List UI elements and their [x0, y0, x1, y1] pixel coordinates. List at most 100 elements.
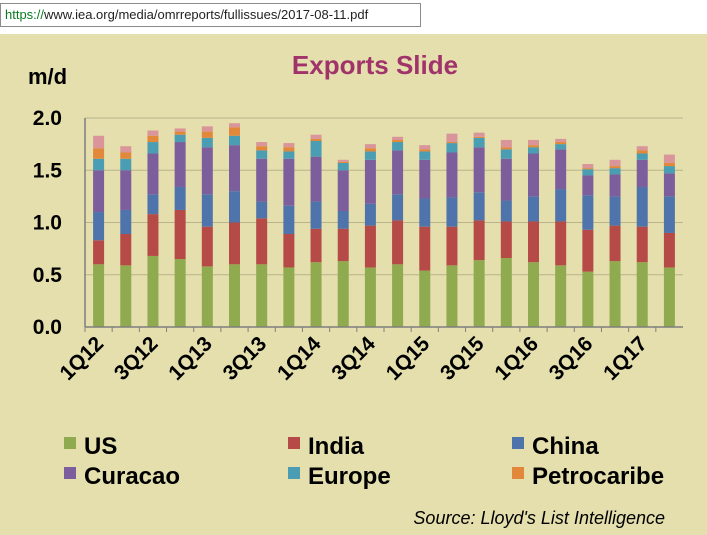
bar-segment-petrocaribe [229, 127, 240, 136]
legend: US India China Curacao Europe Petrocaribe [64, 433, 664, 490]
bar-segment-other [337, 159, 349, 162]
bar-segment-us [310, 262, 322, 327]
bar-segment-china [473, 192, 485, 221]
bar-segment-petrocaribe [392, 139, 404, 143]
bar-segment-europe [120, 158, 132, 171]
bar-segment-india [229, 222, 240, 265]
x-tick-label: 1Q13 [164, 332, 217, 385]
bar-segment-europe [636, 153, 648, 160]
bar-segment-us [392, 264, 404, 327]
bar-segment-india [663, 232, 675, 268]
bar-segment-us [229, 264, 240, 327]
bar-segment-europe [582, 169, 594, 176]
bar-segment-other [609, 159, 621, 167]
bar-segment-other [201, 126, 213, 132]
bar-segment-other [555, 138, 567, 143]
bar-segment-china [663, 196, 675, 233]
bar-segment-europe [201, 137, 213, 148]
legend-label-europe: Europe [308, 463, 391, 490]
bar-segment-india [473, 220, 485, 261]
bar-segment-petrocaribe [283, 147, 295, 152]
bar-segment-europe [473, 137, 485, 148]
bar-segment-india [337, 228, 349, 262]
bar-segment-petrocaribe [174, 131, 186, 135]
legend-swatch-china [512, 437, 524, 449]
bar-segment-us [582, 271, 594, 327]
bar-segment-europe [500, 149, 512, 159]
y-tick-label: 0.0 [33, 316, 62, 339]
y-tick-label: 2.0 [33, 107, 62, 130]
bar-segment-us [528, 262, 539, 327]
bar-segment-us [636, 262, 648, 327]
bar-segment-other [147, 130, 159, 136]
bar-segment-india [419, 226, 431, 271]
y-tick-label: 0.5 [33, 264, 63, 287]
bar-segment-europe [283, 151, 295, 159]
bar-segment-us [555, 265, 567, 327]
bar-segment-india [283, 233, 295, 268]
bar-segment-other [663, 154, 675, 163]
bar-segment-china [256, 201, 268, 219]
bar-segment-other [419, 145, 431, 150]
bar-segment-other [364, 144, 376, 149]
bar-segment-europe [310, 140, 322, 157]
bar-segment-india [446, 226, 458, 266]
bar-segment-india [500, 221, 512, 259]
bar-segment-petrocaribe [93, 148, 105, 159]
bar-segment-europe [555, 144, 567, 150]
bar-segment-curacao [201, 147, 213, 195]
bar-segment-curacao [310, 156, 322, 202]
bar-segment-curacao [147, 153, 159, 195]
bar-segment-other [636, 146, 648, 151]
x-tick-label: 3Q16 [545, 332, 598, 385]
bar-segment-petrocaribe [256, 146, 268, 151]
url-input[interactable]: https://www.iea.org/media/omrreports/ful… [0, 3, 421, 27]
bar-segment-india [174, 209, 186, 260]
bar-segment-europe [528, 147, 539, 154]
bar-segment-china [419, 198, 431, 227]
bar-segment-china [337, 211, 349, 229]
bar-segment-europe [229, 135, 240, 146]
x-tick-labels: 1Q12 3Q12 1Q13 3Q13 1Q14 3Q14 1Q15 3Q15 1Q16 3Q16… [56, 332, 652, 385]
bar-segment-curacao [663, 173, 675, 197]
bar-segment-petrocaribe [609, 166, 621, 169]
x-tick-label: 3Q12 [110, 332, 163, 385]
bar-segment-other [446, 133, 458, 143]
y-tick-label: 1.5 [33, 159, 63, 182]
y-axis-label: m/d [28, 64, 67, 89]
legend-swatch-europe [288, 467, 300, 479]
legend-label-us: US [84, 433, 117, 460]
bar-segment-petrocaribe [636, 150, 648, 154]
bar-segment-curacao [419, 159, 431, 199]
bar-segment-curacao [229, 145, 240, 192]
bar-segment-us [147, 255, 159, 327]
bar-segment-india [310, 228, 322, 263]
bar-segment-petrocaribe [473, 136, 485, 138]
bar-segment-china [201, 194, 213, 227]
bar-segment-other [174, 128, 186, 132]
legend-swatch-petrocaribe [512, 467, 524, 479]
y-tick-label: 1.0 [33, 212, 62, 235]
legend-swatch-us [64, 437, 76, 449]
bar-segment-india [93, 240, 105, 265]
bar-segment-us [500, 258, 512, 327]
bar-segment-china [582, 195, 594, 230]
bar-segment-china [500, 200, 512, 222]
bar-segment-curacao [174, 142, 186, 187]
x-tick-label: 1Q14 [273, 332, 326, 385]
axes [84, 118, 683, 332]
legend-label-india: India [308, 433, 365, 460]
bar-segment-other [392, 136, 404, 140]
x-tick-label: 1Q15 [382, 332, 435, 385]
exports-chart: Exports Slide m/d 0.00.51.01.52.0 1Q12 3Q… [28, 50, 683, 528]
bar-segment-europe [93, 158, 105, 171]
bar-segment-europe [337, 162, 349, 171]
bar-segment-china [636, 186, 648, 227]
bar-segment-petrocaribe [446, 142, 458, 144]
bar-segment-china [609, 196, 621, 226]
bar-segment-other [528, 139, 539, 146]
bar-segment-curacao [93, 170, 105, 213]
bar-segment-china [528, 196, 539, 222]
bar-segment-petrocaribe [663, 162, 675, 167]
bar-segment-petrocaribe [364, 148, 376, 152]
